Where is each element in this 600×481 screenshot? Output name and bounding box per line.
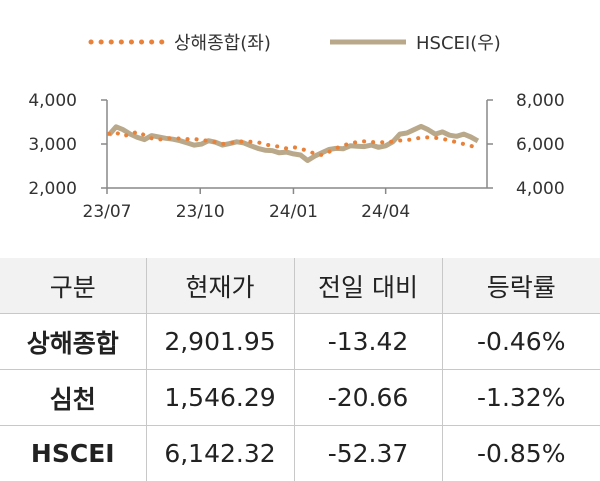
table-cell-change-rate: -1.32% [442,370,600,426]
table-row: HSCEI 6,142.32 -52.37 -0.85% [0,426,600,481]
table-header-row: 구분 현재가 전일 대비 등락률 [0,258,600,314]
table-cell-price: 2,901.95 [146,314,294,370]
x-tick-label: 24/01 [269,202,318,222]
table-header-cell: 등락률 [442,258,600,314]
table-cell-index-name: 상해종합 [0,314,146,370]
left-y-tick-label: 3,000 [28,135,77,155]
summary-table: 구분 현재가 전일 대비 등락률 상해종합 2,901.95 -13.42 -0… [0,258,600,481]
table-cell-index-name: 심천 [0,370,146,426]
table-cell-price: 6,142.32 [146,426,294,481]
left-y-tick-label: 2,000 [28,179,77,199]
table-cell-price: 1,546.29 [146,370,294,426]
series-layer [109,126,478,160]
right-y-tick-label: 8,000 [516,91,565,111]
table-cell-change-rate: -0.85% [442,426,600,481]
table-cell-change-rate: -0.46% [442,314,600,370]
x-tick-label: 23/10 [176,202,225,222]
table-cell-index-name: HSCEI [0,426,146,481]
table-cell-change: -52.37 [294,426,442,481]
chart-axes [101,100,493,194]
table-row: 심천 1,546.29 -20.66 -1.32% [0,370,600,426]
series-line-hscei [109,126,478,160]
table-header-cell: 구분 [0,258,146,314]
x-tick-label: 24/04 [361,202,410,222]
right-y-tick-label: 6,000 [516,135,565,155]
table-header-cell: 현재가 [146,258,294,314]
left-y-tick-label: 4,000 [28,91,77,111]
x-tick-label: 23/07 [83,202,132,222]
line-chart: 2,000 3,000 4,000 4,000 6,000 8,000 23/07 23/10… [0,0,600,250]
right-y-tick-label: 4,000 [516,179,565,199]
table-header-cell: 전일 대비 [294,258,442,314]
table-cell-change: -20.66 [294,370,442,426]
table-cell-change: -13.42 [294,314,442,370]
table-row: 상해종합 2,901.95 -13.42 -0.46% [0,314,600,370]
